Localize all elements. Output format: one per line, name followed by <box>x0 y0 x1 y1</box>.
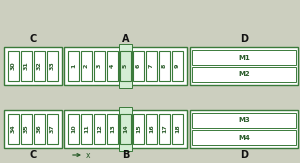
Bar <box>192 130 296 145</box>
Bar <box>159 51 170 81</box>
Text: 35: 35 <box>24 125 29 133</box>
Bar <box>120 51 131 81</box>
Bar <box>8 51 19 81</box>
Text: 33: 33 <box>50 62 55 70</box>
Bar <box>192 50 296 65</box>
Bar <box>64 110 187 148</box>
Bar <box>133 51 144 81</box>
Text: D: D <box>240 150 248 160</box>
Bar <box>146 51 157 81</box>
Text: A: A <box>122 34 129 44</box>
Text: 10: 10 <box>71 125 76 133</box>
Text: 11: 11 <box>84 125 89 133</box>
Bar <box>107 51 118 81</box>
Bar <box>190 110 298 148</box>
Text: 2: 2 <box>84 64 89 68</box>
Bar <box>64 47 187 85</box>
Text: 16: 16 <box>149 125 154 133</box>
Text: 5: 5 <box>123 64 128 68</box>
Text: 17: 17 <box>162 125 167 133</box>
Bar <box>68 114 79 144</box>
Bar <box>8 114 19 144</box>
Text: 14: 14 <box>123 125 128 133</box>
Bar <box>172 51 183 81</box>
Text: M3: M3 <box>238 118 250 124</box>
Bar <box>94 51 105 81</box>
Text: x: x <box>86 150 91 160</box>
Text: 18: 18 <box>175 125 180 133</box>
Text: M1: M1 <box>238 54 250 60</box>
Bar <box>81 114 92 144</box>
Bar <box>94 114 105 144</box>
Text: 34: 34 <box>11 125 16 133</box>
Text: C: C <box>29 150 37 160</box>
Text: 4: 4 <box>110 64 115 68</box>
Text: 6: 6 <box>136 64 141 68</box>
Bar <box>190 47 298 85</box>
Bar <box>159 114 170 144</box>
Text: 30: 30 <box>11 62 16 70</box>
Bar <box>119 44 132 88</box>
Text: 15: 15 <box>136 125 141 133</box>
Bar <box>34 51 45 81</box>
Text: 13: 13 <box>110 125 115 133</box>
Bar <box>47 114 58 144</box>
Bar <box>146 114 157 144</box>
Bar <box>47 51 58 81</box>
Text: 37: 37 <box>50 125 55 133</box>
Text: C: C <box>29 34 37 44</box>
Text: 36: 36 <box>37 125 42 133</box>
Bar <box>4 47 62 85</box>
Text: 7: 7 <box>149 64 154 68</box>
Text: D: D <box>240 34 248 44</box>
Bar <box>107 114 118 144</box>
Text: M4: M4 <box>238 134 250 141</box>
Bar <box>4 110 62 148</box>
Text: 9: 9 <box>175 64 180 68</box>
Bar <box>172 114 183 144</box>
Bar <box>133 114 144 144</box>
Bar <box>81 51 92 81</box>
Text: 1: 1 <box>71 64 76 68</box>
Text: 32: 32 <box>37 62 42 70</box>
Bar <box>68 51 79 81</box>
Text: 12: 12 <box>97 125 102 133</box>
Text: 31: 31 <box>24 62 29 70</box>
Bar <box>192 113 296 128</box>
Text: B: B <box>122 150 129 160</box>
Text: 8: 8 <box>162 64 167 68</box>
Text: M2: M2 <box>238 72 250 77</box>
Bar <box>21 51 32 81</box>
Text: 3: 3 <box>97 64 102 68</box>
Bar <box>192 67 296 82</box>
Bar <box>120 114 131 144</box>
Bar <box>21 114 32 144</box>
Bar <box>119 107 132 151</box>
Bar <box>34 114 45 144</box>
